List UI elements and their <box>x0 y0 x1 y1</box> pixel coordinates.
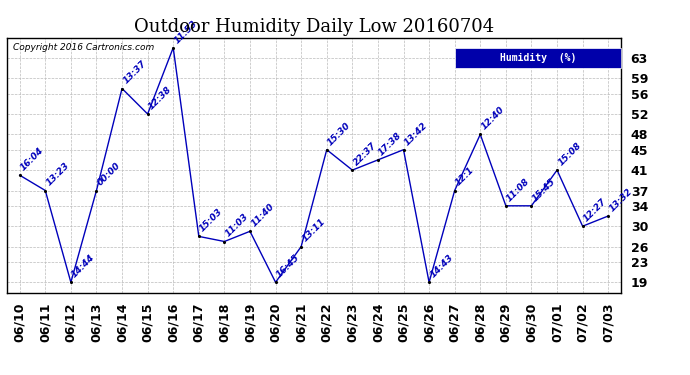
Point <box>193 233 204 239</box>
Point <box>602 213 613 219</box>
Point <box>91 188 102 194</box>
Text: 00:00: 00:00 <box>96 161 122 188</box>
Point <box>347 167 358 173</box>
Point <box>475 131 486 137</box>
Text: 13:42: 13:42 <box>403 120 429 147</box>
Point <box>577 223 588 229</box>
Point <box>244 228 255 234</box>
Text: 22:37: 22:37 <box>351 141 378 167</box>
Point <box>168 45 179 51</box>
Point <box>424 279 435 285</box>
Text: 17:38: 17:38 <box>377 130 404 157</box>
Point <box>526 203 537 209</box>
Text: Humidity  (%): Humidity (%) <box>500 53 576 63</box>
Text: 13:32: 13:32 <box>607 187 634 213</box>
Point <box>398 147 409 153</box>
Text: 12:40: 12:40 <box>480 105 506 132</box>
Text: 11:03: 11:03 <box>224 212 250 239</box>
Point <box>66 279 77 285</box>
Point <box>40 188 51 194</box>
Point <box>270 279 281 285</box>
Text: 14:44: 14:44 <box>70 253 97 279</box>
Point <box>295 244 306 250</box>
Point <box>551 167 562 173</box>
Text: 12:27: 12:27 <box>582 197 609 223</box>
Point <box>142 111 153 117</box>
Text: 11:08: 11:08 <box>505 177 532 203</box>
Point <box>117 86 128 92</box>
Text: 13:11: 13:11 <box>300 217 327 244</box>
Text: 13:37: 13:37 <box>121 59 148 86</box>
Point <box>500 203 511 209</box>
Text: 14:43: 14:43 <box>428 253 455 279</box>
Text: 16:04: 16:04 <box>19 146 46 172</box>
Text: 15:30: 15:30 <box>326 120 353 147</box>
Text: 15:45: 15:45 <box>531 177 558 203</box>
Text: 15:03: 15:03 <box>198 207 225 234</box>
Title: Outdoor Humidity Daily Low 20160704: Outdoor Humidity Daily Low 20160704 <box>134 18 494 36</box>
Text: 11:53: 11:53 <box>172 18 199 45</box>
Point <box>322 147 333 153</box>
Point <box>449 188 460 194</box>
Point <box>373 157 384 163</box>
Text: Copyright 2016 Cartronics.com: Copyright 2016 Cartronics.com <box>13 43 155 52</box>
Point <box>219 238 230 244</box>
FancyBboxPatch shape <box>455 48 621 68</box>
Text: 16:45: 16:45 <box>275 253 302 279</box>
Text: 11:40: 11:40 <box>249 202 276 228</box>
Point <box>14 172 26 178</box>
Text: 12:1: 12:1 <box>454 165 476 188</box>
Text: 13:23: 13:23 <box>44 161 71 188</box>
Text: 15:08: 15:08 <box>556 141 583 167</box>
Text: 12:38: 12:38 <box>147 85 173 111</box>
